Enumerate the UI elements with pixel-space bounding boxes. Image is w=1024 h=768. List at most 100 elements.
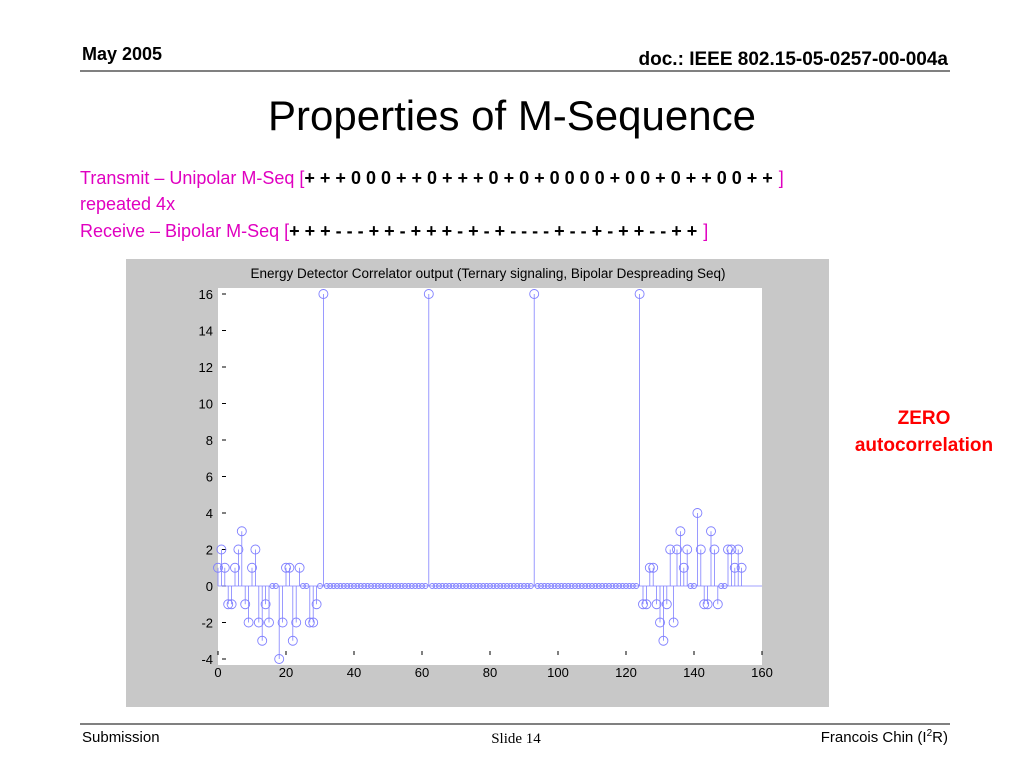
stem-marker	[436, 583, 442, 589]
stem-marker	[691, 583, 697, 589]
stem-marker	[538, 583, 544, 589]
header-date: May 2005	[82, 44, 162, 64]
stem-marker	[334, 583, 340, 589]
stem-marker	[432, 583, 439, 589]
stem-marker	[578, 583, 585, 589]
stem-marker	[582, 583, 589, 589]
stem-marker	[575, 583, 582, 589]
stem-marker	[395, 583, 402, 589]
stem-marker	[565, 583, 572, 589]
stem-marker	[655, 617, 665, 628]
y-tick-label: -4	[201, 652, 213, 667]
stem-marker	[629, 583, 636, 589]
stem-marker	[318, 289, 329, 299]
stem-marker	[682, 544, 693, 555]
stem-marker	[721, 583, 728, 589]
stem-marker	[459, 583, 466, 589]
stem-marker	[213, 562, 223, 573]
stem-marker	[294, 562, 305, 573]
x-tick-label: 140	[683, 665, 705, 680]
stem-marker	[497, 583, 504, 589]
stem-marker	[572, 583, 578, 589]
stem-marker	[272, 583, 279, 589]
stem-marker	[257, 635, 268, 646]
stem-marker	[612, 583, 619, 589]
footer-right-text: R)	[932, 729, 948, 746]
y-tick-label: 0	[206, 579, 213, 594]
receive-seq: + + + - - - + + - + + + - + - + - - - - …	[289, 221, 697, 241]
stem-marker	[364, 583, 371, 589]
stem-marker	[423, 289, 434, 299]
stem-marker	[287, 635, 298, 646]
stem-marker	[408, 583, 415, 589]
stem-marker	[429, 583, 436, 589]
stem-marker	[692, 508, 703, 518]
stem-marker	[264, 617, 274, 628]
x-tick-label: 160	[751, 665, 773, 680]
stem-marker	[388, 583, 395, 589]
stem-marker	[648, 562, 659, 573]
stem-marker	[398, 583, 405, 589]
x-tick-label: 120	[615, 665, 637, 680]
stem-marker	[687, 583, 694, 589]
stem-marker	[695, 544, 706, 555]
stem-marker	[311, 599, 322, 610]
stem-marker	[709, 544, 720, 555]
stem-marker	[330, 583, 337, 589]
stem-marker	[223, 599, 234, 610]
y-tick-label: 8	[206, 433, 213, 448]
y-tick-label: 6	[206, 470, 213, 485]
stem-marker	[602, 583, 609, 589]
stem-marker	[250, 544, 261, 555]
receive-label: Receive – Bipolar M-Seq [	[80, 221, 289, 241]
stem-marker	[304, 617, 315, 628]
stem-marker	[446, 583, 453, 589]
stem-marker	[544, 583, 551, 589]
transmit-label: Transmit – Unipolar M-Seq [	[80, 168, 304, 188]
stem-marker	[651, 599, 662, 610]
stem-marker	[678, 562, 689, 573]
stem-marker	[480, 583, 487, 589]
stem-marker	[243, 617, 254, 628]
stem-marker	[634, 289, 645, 299]
stem-marker	[633, 583, 640, 589]
x-tick-label: 0	[214, 665, 221, 680]
stem-marker	[385, 583, 391, 589]
stem-marker	[347, 583, 354, 589]
stem-marker	[378, 583, 385, 589]
stem-marker	[233, 544, 244, 555]
stem-marker	[260, 599, 271, 610]
stem-marker	[638, 599, 648, 610]
stem-marker	[357, 583, 364, 589]
stem-marker	[230, 562, 240, 573]
stem-marker	[555, 583, 561, 589]
stem-marker	[527, 583, 534, 589]
stem-marker	[463, 583, 470, 589]
stem-marker	[658, 635, 669, 646]
stem-marker	[442, 583, 449, 589]
stem-marker	[668, 617, 679, 628]
annotation: ZERO	[898, 408, 951, 429]
footer-right-sup: 2	[927, 728, 933, 739]
stem-marker	[226, 599, 237, 610]
stem-marker	[490, 583, 497, 589]
stem-marker	[291, 617, 302, 628]
stem-marker	[456, 583, 463, 589]
stem-marker	[675, 526, 686, 537]
stem-marker	[483, 583, 490, 589]
footer-right-text: Francois Chin (I	[821, 729, 927, 746]
receive-close: ]	[703, 221, 708, 241]
y-tick-label: 4	[206, 506, 213, 521]
stem-marker	[729, 562, 740, 573]
stem-marker	[419, 583, 425, 589]
y-tick-label: 12	[199, 360, 213, 375]
stem-marker	[317, 583, 323, 589]
stem-marker	[391, 583, 398, 589]
stem-marker	[470, 583, 476, 589]
stem-marker	[476, 583, 483, 589]
stem-marker	[405, 583, 412, 589]
stem-marker	[412, 583, 419, 589]
y-tick-label: 2	[206, 543, 213, 558]
stem-marker	[626, 583, 633, 589]
